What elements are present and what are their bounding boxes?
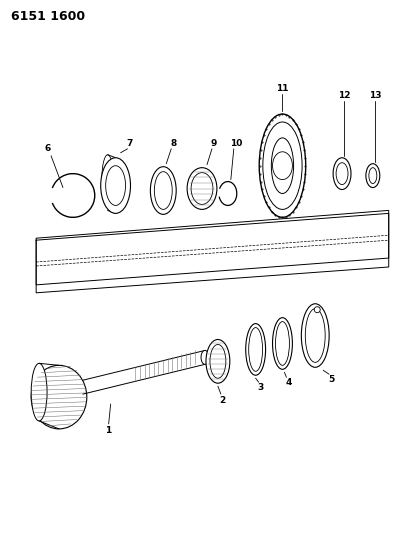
Text: 6: 6	[45, 144, 51, 154]
Ellipse shape	[366, 164, 380, 188]
Ellipse shape	[102, 155, 113, 206]
Ellipse shape	[31, 364, 47, 421]
Ellipse shape	[106, 166, 126, 205]
Ellipse shape	[273, 152, 293, 180]
Text: 2: 2	[219, 395, 225, 405]
Ellipse shape	[263, 122, 302, 209]
Ellipse shape	[305, 309, 325, 362]
Ellipse shape	[314, 306, 320, 313]
Ellipse shape	[333, 158, 351, 190]
Text: 7: 7	[126, 139, 133, 148]
Ellipse shape	[302, 304, 329, 367]
Text: 9: 9	[211, 139, 217, 148]
Ellipse shape	[369, 168, 377, 183]
Ellipse shape	[246, 324, 266, 375]
Text: 3: 3	[257, 383, 264, 392]
Ellipse shape	[187, 168, 217, 209]
Text: 13: 13	[368, 91, 381, 100]
Ellipse shape	[259, 114, 306, 217]
Ellipse shape	[271, 138, 294, 193]
Text: 11: 11	[276, 84, 289, 93]
Ellipse shape	[336, 163, 348, 184]
Ellipse shape	[210, 344, 226, 378]
Text: 1: 1	[104, 426, 111, 435]
Ellipse shape	[273, 318, 293, 369]
Text: 6151 1600: 6151 1600	[11, 10, 85, 23]
Text: 8: 8	[170, 139, 176, 148]
Ellipse shape	[101, 158, 131, 213]
Ellipse shape	[154, 172, 172, 209]
Text: 10: 10	[230, 139, 242, 148]
Text: 12: 12	[338, 91, 350, 100]
Ellipse shape	[201, 350, 209, 365]
Text: 4: 4	[285, 378, 292, 387]
Ellipse shape	[249, 328, 263, 372]
Text: 5: 5	[328, 375, 334, 384]
Ellipse shape	[31, 365, 87, 429]
Ellipse shape	[206, 340, 230, 383]
Ellipse shape	[191, 173, 213, 205]
Ellipse shape	[151, 167, 176, 214]
Ellipse shape	[275, 321, 289, 365]
